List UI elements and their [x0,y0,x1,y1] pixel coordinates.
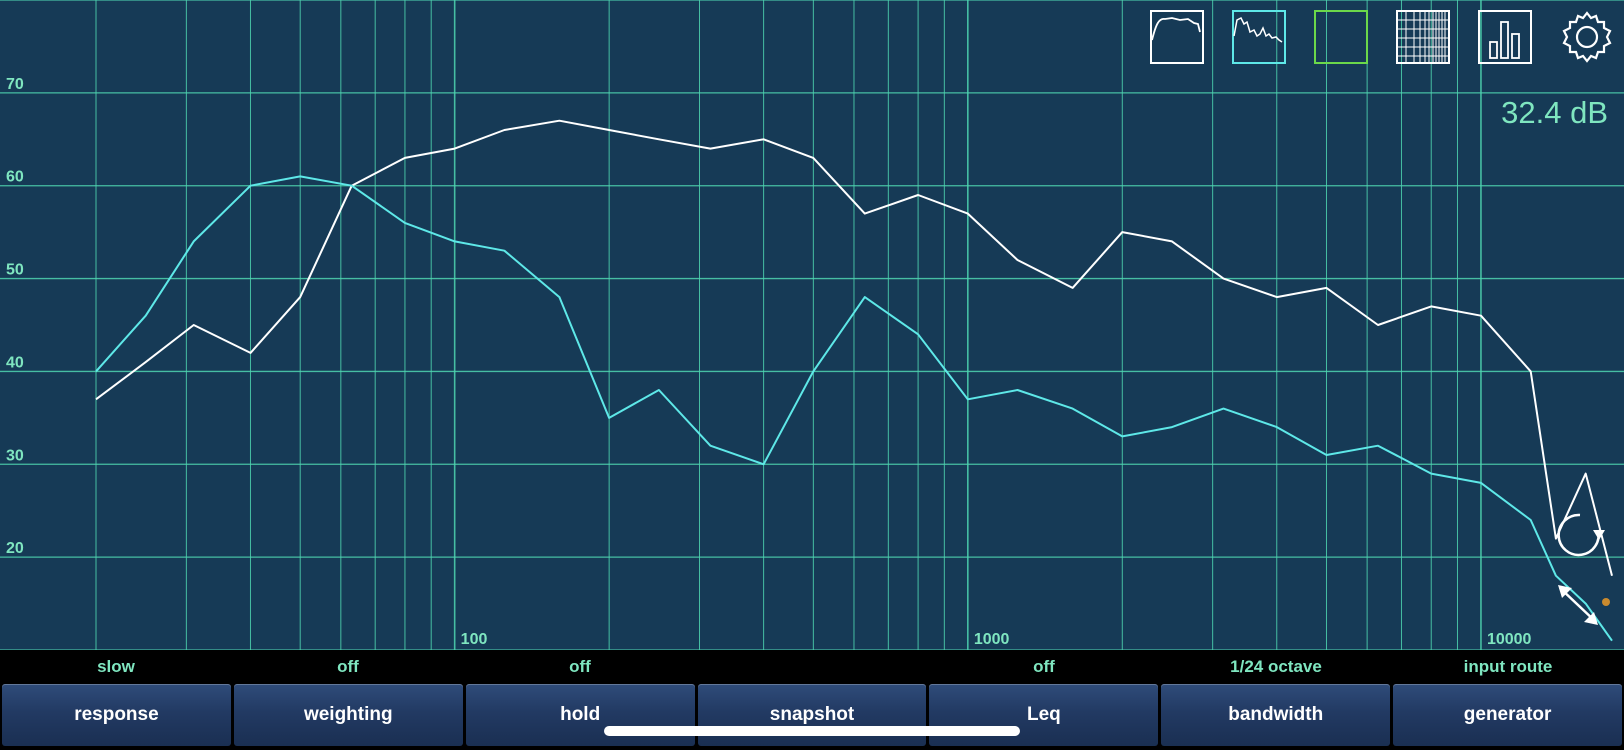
plot-grid [0,0,1624,650]
y-tick-label: 70 [6,76,24,93]
control-button-row: response weighting hold snapshot Leq ban… [0,684,1624,750]
y-tick-label: 60 [6,169,24,186]
snapshot-button[interactable]: snapshot [697,684,927,746]
snapshot-status [696,650,928,684]
bandwidth-button[interactable]: bandwidth [1161,684,1391,746]
spectrum-cyan-icon [1232,10,1286,64]
blank-view-icon [1314,10,1368,64]
y-tick-label: 30 [6,447,24,464]
x-tick-label: 1000 [974,631,1010,648]
blank-view-button[interactable] [1314,10,1368,64]
leq-button[interactable]: Leq [929,684,1159,746]
refresh-icon[interactable] [1557,513,1605,557]
weighting-status: off [337,657,359,676]
x-tick-label: 10000 [1487,631,1532,648]
y-tick-label: 50 [6,262,24,279]
indicator-dot [1602,598,1610,606]
x-tick-label: 100 [461,631,488,648]
response-button[interactable]: response [2,684,231,746]
level-readout: 32.4 dB [1501,95,1608,130]
axis-labels: 70 60 50 40 30 20 100 1000 10000 [6,76,1532,648]
view-toolbar [1150,10,1614,64]
spectrum-white-icon [1150,10,1204,64]
hold-button[interactable]: hold [465,684,695,746]
trace-cyan [95,175,1613,642]
y-tick-label: 40 [6,354,24,371]
response-status: slow [97,657,135,676]
spectrum-plot[interactable]: 70 60 50 40 30 20 100 1000 10000 [0,0,1624,650]
resize-icon[interactable] [1558,585,1598,625]
grid-view-button[interactable] [1396,10,1450,64]
bar-graph-icon [1478,10,1532,64]
home-indicator[interactable] [604,726,1020,736]
spectrum-white-view-button[interactable] [1150,10,1204,64]
bandwidth-status: 1/24 octave [1230,657,1322,676]
generator-button[interactable]: generator [1393,684,1623,746]
bar-graph-view-button[interactable] [1478,10,1532,64]
hold-status: off [569,657,591,676]
grid-icon [1396,10,1450,64]
plot-background [0,0,1624,650]
control-status-row: slow off off off 1/24 octave input route [0,650,1624,684]
y-tick-label: 20 [6,540,24,557]
trace-white [95,119,1613,576]
weighting-button[interactable]: weighting [233,684,463,746]
traces [95,119,1613,642]
leq-status: off [1033,657,1055,676]
gear-icon [1562,11,1612,63]
generator-status: input route [1463,657,1553,676]
spectrum-cyan-view-button[interactable] [1232,10,1286,64]
settings-button[interactable] [1560,10,1614,64]
